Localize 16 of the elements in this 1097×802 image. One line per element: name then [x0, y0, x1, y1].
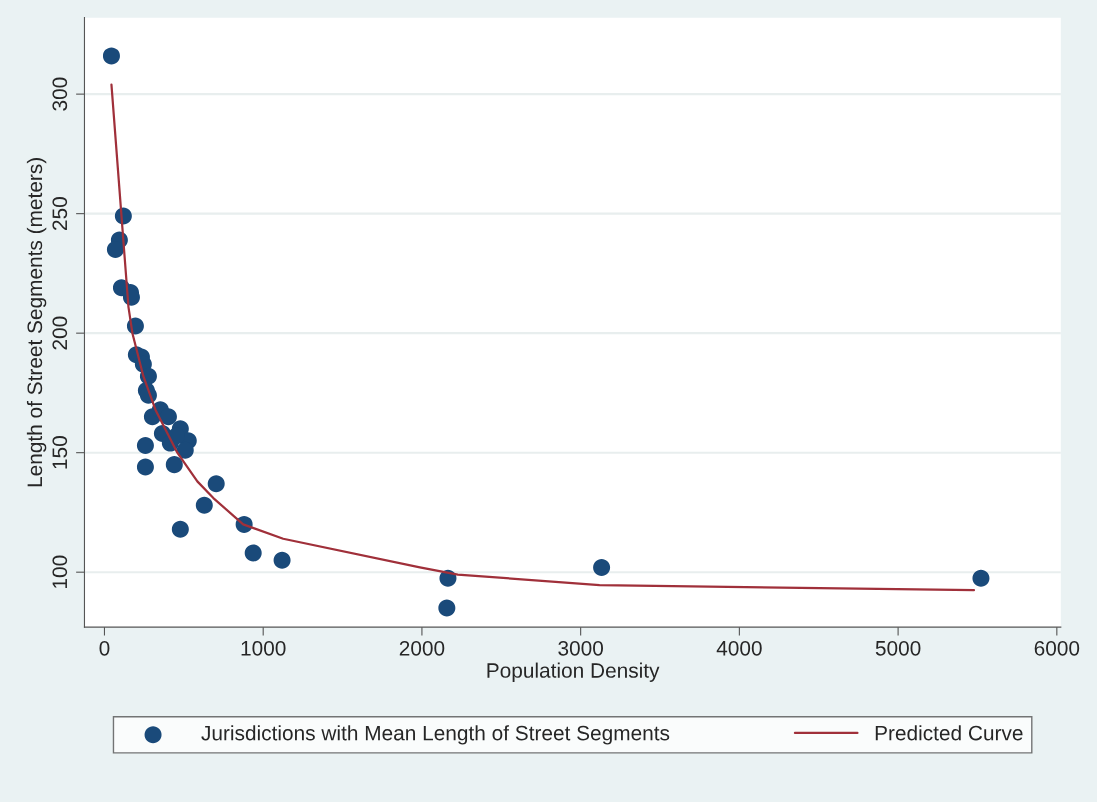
legend-label: Predicted Curve	[875, 725, 1023, 741]
y-tick-label: 250	[52, 197, 68, 230]
x-tick-label: 0	[99, 640, 110, 656]
x-tick-label: 4000	[716, 640, 762, 656]
x-tick-label: 1000	[241, 640, 286, 656]
x-tick-label: 3000	[558, 640, 604, 656]
x-tick-label: 6000	[1034, 640, 1080, 656]
y-tick-label: 150	[52, 436, 68, 469]
x-tick-label: 2000	[399, 640, 445, 656]
y-tick-label: 200	[52, 316, 68, 350]
legend-label: Jurisdictions with Mean Length of Street Segments	[201, 725, 670, 745]
x-axis-title: Population Density	[487, 662, 660, 682]
x-tick-label: 5000	[875, 640, 921, 656]
y-tick-label: 100	[52, 555, 68, 588]
y-axis-title: Length of Street Segments (meters)	[26, 158, 47, 487]
y-tick-label: 300	[52, 77, 68, 111]
